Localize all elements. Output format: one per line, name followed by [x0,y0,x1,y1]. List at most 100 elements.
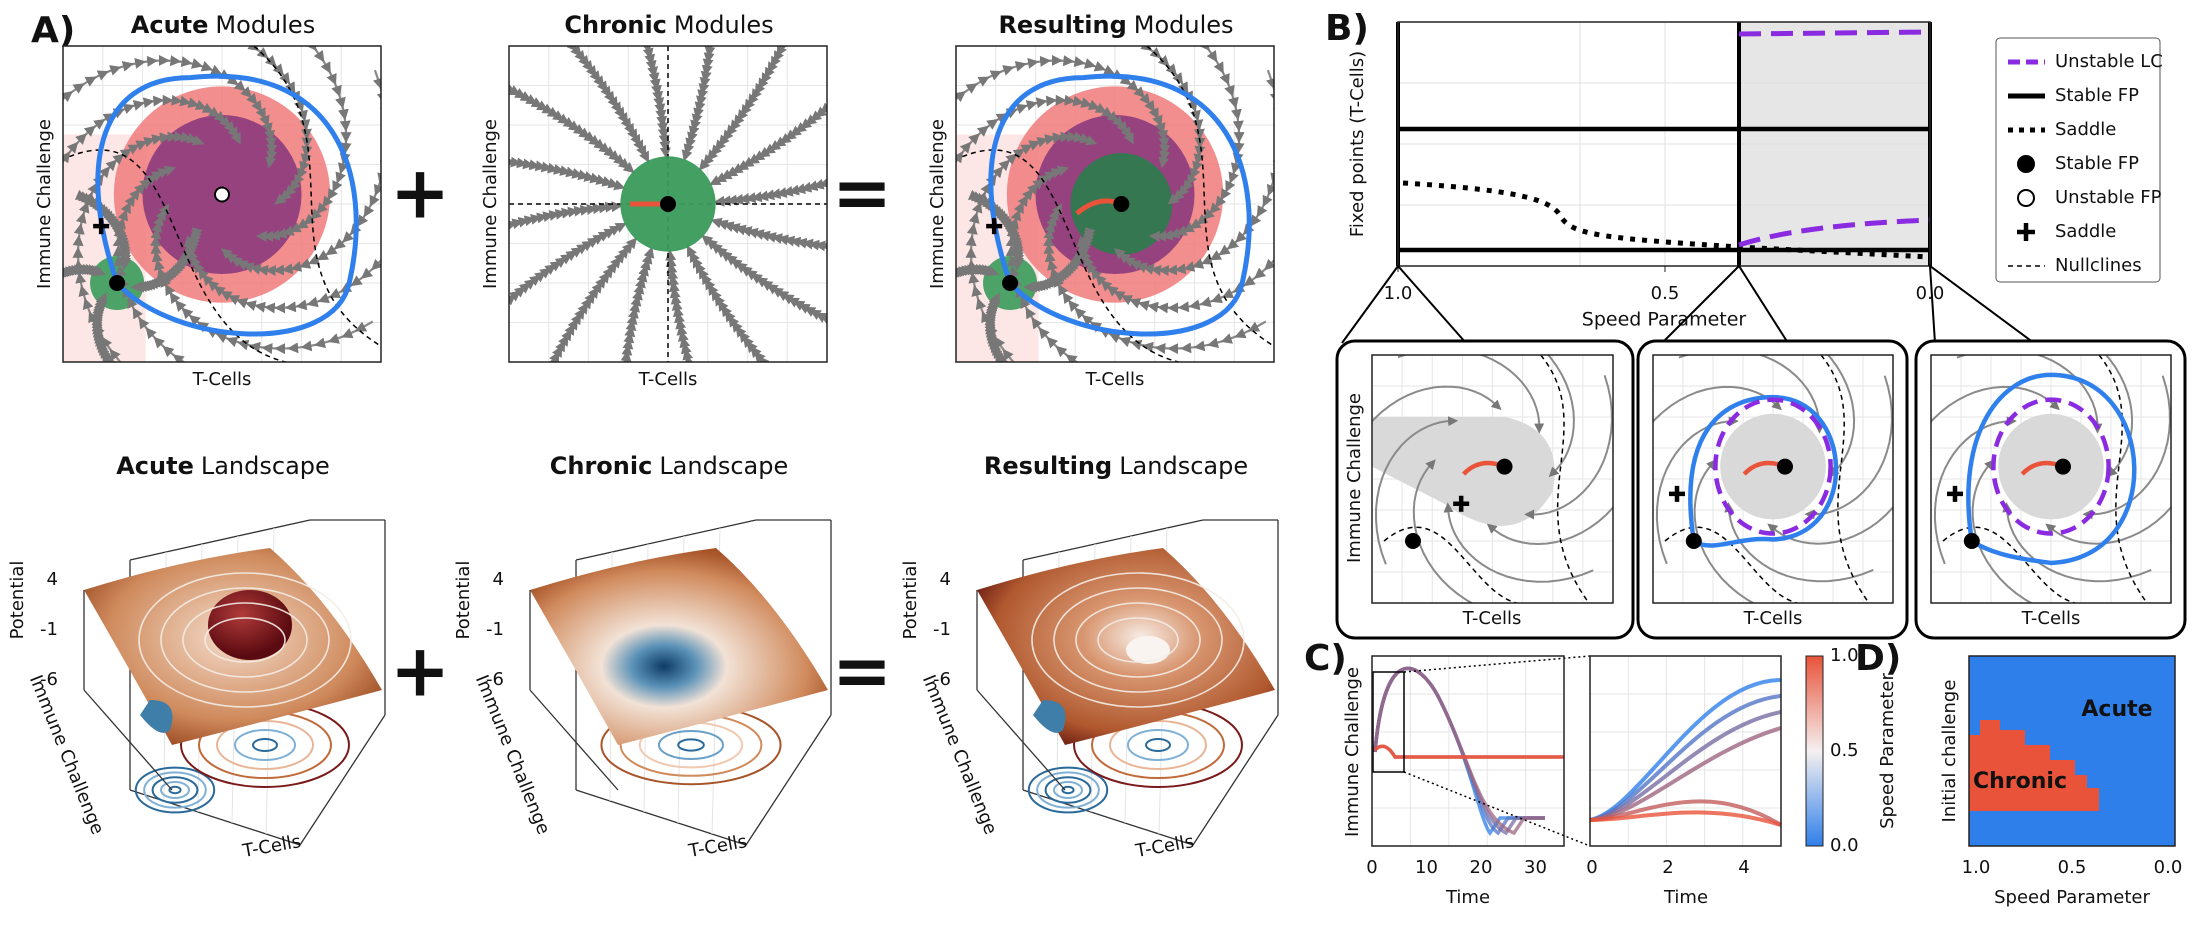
phase-plot [63,46,381,362]
streamline [509,201,623,255]
landscape [83,519,386,846]
x-tick-label: 1.0 [1962,857,1991,878]
fixed-point [1777,458,1793,475]
legend-label: Unstable LC [2055,51,2163,72]
nullcline [1146,46,1274,347]
fixed-point [1113,196,1130,212]
nullcline [1540,355,1590,603]
zoom-connector [1661,264,1789,344]
title-rest: Modules [215,11,315,39]
fixed-point [1002,275,1019,291]
panel-label: A) [31,10,75,51]
panel-title: Chronic Landscape [550,452,789,480]
surface-contour [138,572,352,708]
unstable-lc [1991,397,2111,536]
plot-frame [1371,655,1565,847]
phase-plot [509,46,827,362]
panel-title: Chronic Modules [564,11,773,39]
surface-well [140,700,173,733]
nullcline [962,149,1179,362]
streamline [1653,385,1782,424]
y-axis-label: Immune Challenge [1344,393,1365,563]
x-tick-label: 0.0 [2154,857,2183,878]
y-axis-label: Immune Challenge [927,119,948,289]
streamline [74,189,131,271]
contour [1027,766,1109,814]
title-rest: Landscape [659,452,788,480]
operator: = [832,629,892,713]
streamline [2045,505,2171,545]
zoom-connector [1341,264,1467,344]
region-label: Acute [2081,697,2152,722]
x-tick-label: 2 [1662,857,1673,878]
z-tick-label: -1 [486,619,504,640]
streamline [1397,355,1545,434]
streamline [220,69,381,277]
legend-label: Stable FP [2055,153,2139,174]
surface-peak [208,590,292,660]
z-tick-label: 4 [47,569,58,590]
nullcline [69,149,286,362]
surface-well [1033,700,1066,733]
legend-label: Saddle [2055,221,2116,242]
colorbar-tick-label: 0.0 [1830,835,1859,856]
streamline [665,249,719,362]
box-edge [575,519,832,846]
x-tick-label: 0.5 [2058,857,2087,878]
panel-title: Resulting Modules [998,11,1233,39]
box-edge [529,590,619,791]
fixed-point [660,196,676,212]
x-axis-label: T-Cells [1085,369,1145,390]
y-axis-label: Immune Challenge [1342,667,1363,837]
surface-contour [204,617,286,663]
x-tick-label: 20 [1470,857,1493,878]
z-tick-label: -6 [933,669,951,690]
separatrix [988,73,1252,337]
plot-frame [1397,21,1931,267]
phase-plot [956,46,1274,362]
streamline [1486,506,1613,546]
contour [216,720,314,770]
x-tick-label: 10 [1415,857,1438,878]
streamline [1804,375,1893,520]
surface-contour [1075,602,1201,678]
surface-contour [1031,572,1245,708]
streamline [967,189,1024,271]
nullcline [1383,526,1517,603]
title-bold: Resulting [984,452,1112,480]
contour [1044,776,1092,804]
surface [977,548,1275,745]
streamline [1443,502,1594,583]
y-axis-label: Fixed points (T-Cells) [1347,51,1368,237]
inset-plot [1931,355,2171,603]
separatrix [95,73,359,337]
contour [677,738,705,752]
plot-frame [1371,354,1614,604]
streamline [1931,385,2060,424]
y-axis-label: Immune Challenge [918,672,1001,837]
streamline [1546,355,1575,478]
box-edge [976,590,1066,791]
region-label: Chronic [1973,769,2067,794]
x-axis-label: Speed Parameter [1994,887,2150,908]
z-axis-label: Potential [900,561,921,640]
y-axis-label: Immune Challenge [25,672,108,837]
title-bold: Acute [116,452,194,480]
streamline [1933,416,2017,565]
contour [168,785,182,795]
z-axis-label: Potential [453,561,474,640]
title-rest: Landscape [201,452,330,480]
saddle-marker [1453,495,1470,512]
operator: + [390,629,450,713]
x-axis-label: T-Cells [2021,608,2081,629]
x-axis-label: T-Cells [240,831,303,862]
plot-frame [62,45,382,363]
zoom-box [1372,671,1405,773]
x-tick-label: 1.0 [1384,283,1413,304]
z-tick-label: -1 [933,619,951,640]
fixed-point [1404,533,1421,549]
surface-contour [1097,617,1179,663]
colorbar-label: Speed Parameter [1877,673,1898,829]
